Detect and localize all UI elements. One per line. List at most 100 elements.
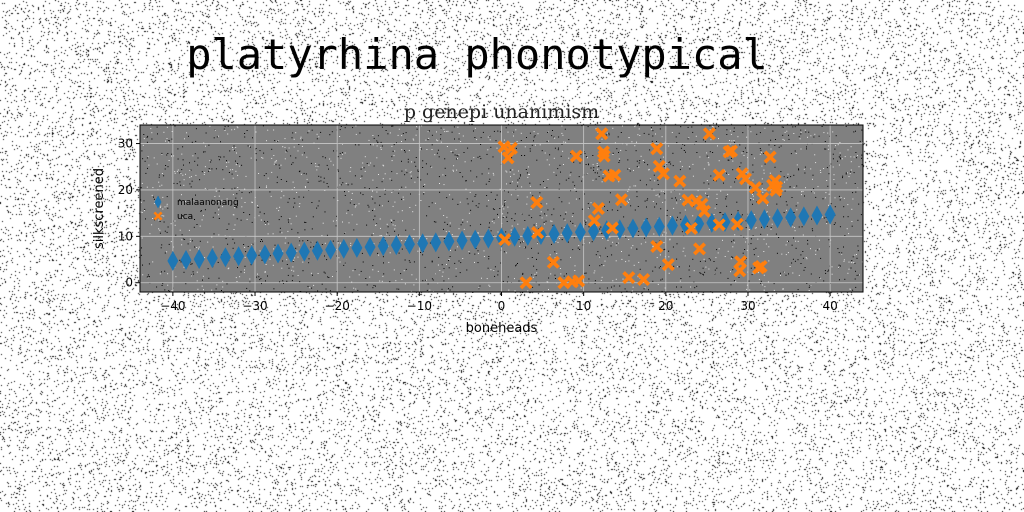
data-point-malaanonang — [246, 245, 258, 266]
data-point-malaanonang — [798, 206, 810, 227]
data-point-malaanonang — [824, 204, 836, 225]
data-point-malaanonang — [693, 213, 705, 234]
data-point-uca — [693, 242, 706, 256]
x-tick-label: −40 — [160, 299, 185, 313]
data-point-malaanonang — [390, 235, 402, 256]
data-point-uca — [770, 180, 784, 194]
data-point-uca — [697, 204, 711, 218]
data-point-uca — [763, 150, 777, 164]
data-point-malaanonang — [259, 244, 271, 265]
data-point-malaanonang — [785, 207, 797, 228]
y-tick-label: 10 — [118, 229, 133, 243]
data-point-uca — [569, 149, 583, 163]
legend-label-uca: uca — [177, 212, 193, 222]
data-point-uca — [546, 255, 560, 269]
data-point-uca — [739, 172, 752, 186]
data-point-malaanonang — [206, 248, 218, 269]
data-point-malaanonang — [167, 250, 179, 271]
data-point-uca — [684, 221, 698, 235]
data-point-malaanonang — [456, 230, 468, 251]
data-point-uca — [652, 159, 666, 173]
data-point-uca — [725, 144, 738, 158]
data-point-malaanonang — [311, 240, 323, 261]
data-point-malaanonang — [627, 218, 639, 239]
data-point-malaanonang — [561, 223, 573, 244]
data-point-uca — [519, 276, 533, 290]
data-point-malaanonang — [522, 225, 534, 246]
x-tick-label: −10 — [407, 299, 432, 313]
data-point-uca — [712, 168, 726, 182]
data-point-uca — [530, 196, 544, 209]
data-point-malaanonang — [193, 249, 205, 270]
y-tick-label: 20 — [118, 183, 133, 197]
data-point-malaanonang — [180, 249, 192, 270]
data-point-uca — [595, 127, 609, 141]
data-point-malaanonang — [338, 238, 350, 259]
figure-title: platyrhina phonotypical — [186, 30, 768, 79]
data-point-malaanonang — [325, 239, 337, 260]
data-point-uca — [501, 151, 515, 165]
data-point-uca — [673, 174, 687, 188]
data-point-malaanonang — [653, 216, 665, 237]
data-point-uca — [498, 233, 512, 247]
data-point-uca — [531, 226, 545, 240]
y-axis-label: silkscreened — [92, 168, 107, 249]
data-point-malaanonang — [233, 246, 245, 267]
series-malaanonang — [167, 204, 836, 271]
data-point-uca — [656, 167, 670, 181]
data-point-malaanonang — [417, 233, 429, 254]
data-point-malaanonang — [351, 237, 363, 258]
legend-marker-shape — [154, 195, 162, 209]
x-axis-label: boneheads — [466, 321, 538, 336]
data-point-malaanonang — [430, 232, 442, 253]
data-point-uca — [615, 193, 628, 207]
data-point-malaanonang — [364, 237, 376, 258]
x-tick-label: 40 — [822, 299, 837, 313]
data-point-uca — [597, 149, 611, 163]
data-point-malaanonang — [285, 242, 297, 263]
legend-marker-shape — [153, 211, 163, 221]
y-tick-label: 30 — [118, 137, 133, 151]
data-point-uca — [756, 191, 770, 205]
x-tick-label: −20 — [325, 299, 350, 313]
x-tick-label: 10 — [576, 299, 591, 313]
series-uca — [497, 127, 784, 290]
x-tick-label: 0 — [498, 299, 506, 313]
legend-label-malaanonang: malaanonang — [177, 198, 239, 208]
data-point-uca — [748, 181, 762, 195]
data-point-uca — [591, 202, 605, 215]
data-point-malaanonang — [298, 241, 310, 262]
legend-marker-malaanonang — [154, 195, 162, 209]
data-point-uca — [712, 218, 726, 232]
data-point-malaanonang — [482, 228, 494, 249]
chart-title: p genepi unanimism — [404, 101, 599, 123]
legend-marker-uca — [153, 211, 163, 221]
data-point-malaanonang — [811, 205, 823, 226]
data-point-uca — [572, 274, 586, 288]
data-point-uca — [730, 217, 744, 231]
x-tick-label: 30 — [740, 299, 755, 313]
data-point-malaanonang — [640, 217, 652, 238]
data-point-malaanonang — [377, 236, 389, 257]
data-point-uca — [754, 260, 768, 273]
data-point-malaanonang — [443, 231, 455, 252]
data-point-malaanonang — [772, 208, 784, 229]
data-point-malaanonang — [745, 210, 757, 231]
data-point-malaanonang — [469, 229, 481, 250]
x-tick-label: 20 — [658, 299, 673, 313]
data-point-uca — [650, 142, 664, 156]
data-point-malaanonang — [219, 247, 231, 268]
data-point-malaanonang — [509, 226, 521, 247]
data-point-uca — [608, 168, 622, 182]
y-tick-label: 0 — [125, 276, 133, 290]
data-point-malaanonang — [574, 222, 586, 243]
data-point-uca — [587, 214, 601, 228]
data-point-malaanonang — [548, 224, 560, 245]
x-tick-label: −30 — [242, 299, 267, 313]
data-point-uca — [702, 127, 716, 141]
legend: malaanonang uca — [153, 195, 239, 222]
data-point-malaanonang — [666, 215, 678, 236]
data-point-uca — [661, 258, 675, 272]
data-point-uca — [605, 221, 619, 235]
